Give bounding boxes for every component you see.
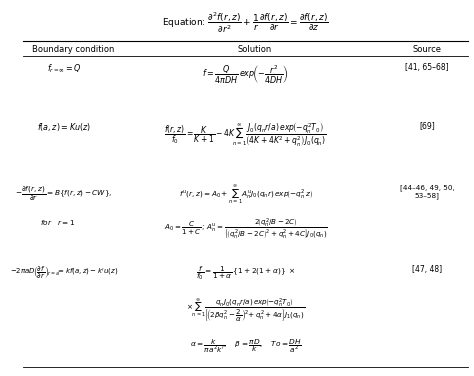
Text: $-\dfrac{\partial f(r,z)}{\partial r} = B\{f(r,z)-CW\},$: $-\dfrac{\partial f(r,z)}{\partial r} = … <box>15 184 113 203</box>
Text: $A_0 = \dfrac{C}{1+C}\,;\,A_n^u = \dfrac{2\!\left(q_n^2/B - 2C\right)}{\left[\le: $A_0 = \dfrac{C}{1+C}\,;\,A_n^u = \dfrac… <box>164 216 328 241</box>
Text: [41, 65–68]: [41, 65–68] <box>405 63 449 72</box>
Text: [44–46, 49, 50,
53–58]: [44–46, 49, 50, 53–58] <box>400 184 455 199</box>
Text: $\mathit{for}\quad r = 1$: $\mathit{for}\quad r = 1$ <box>40 218 75 227</box>
Text: $f^u(r,z) = A_0 + \sum_{n=1}^{\infty}A_n^u J_0(q_n r)\,\mathit{exp}\!\left(-q_n^: $f^u(r,z) = A_0 + \sum_{n=1}^{\infty}A_n… <box>179 184 313 206</box>
Text: Solution: Solution <box>237 45 272 55</box>
Text: Source: Source <box>413 45 442 55</box>
Text: Boundary condition: Boundary condition <box>32 45 114 55</box>
Text: Equation: $\dfrac{\partial^2 f(r,z)}{\partial r^2} + \dfrac{1}{r}\dfrac{\partial: Equation: $\dfrac{\partial^2 f(r,z)}{\pa… <box>162 11 329 35</box>
Text: $\times\sum_{n=1}^{\infty}\dfrac{q_n J_0(q_n r/a)\,\mathit{exp}\!\left(-q_n^2 T_: $\times\sum_{n=1}^{\infty}\dfrac{q_n J_0… <box>186 296 305 324</box>
Text: $f(a,z) = Ku(z)$: $f(a,z) = Ku(z)$ <box>37 121 91 133</box>
Text: $f_{r=\infty} = Q$: $f_{r=\infty} = Q$ <box>47 63 82 76</box>
Text: [47, 48]: [47, 48] <box>412 264 442 273</box>
Text: [69]: [69] <box>419 121 435 130</box>
Text: $\alpha=\dfrac{k}{\pi a^2 k'},\quad \beta=\dfrac{\pi D}{k},\quad To=\dfrac{DH}{a: $\alpha=\dfrac{k}{\pi a^2 k'},\quad \bet… <box>190 337 301 355</box>
Text: $\dfrac{f}{f_0} = \dfrac{1}{1+\alpha}\,\{1+2(1+\alpha)\}\;\times$: $\dfrac{f}{f_0} = \dfrac{1}{1+\alpha}\,\… <box>196 264 295 282</box>
Text: $f = \dfrac{Q}{4\pi DH}\,\mathit{exp}\!\left(-\dfrac{r^2}{4DH}\right)$: $f = \dfrac{Q}{4\pi DH}\,\mathit{exp}\!\… <box>202 63 289 85</box>
Text: $-2\pi a D\!\left(\dfrac{\partial f}{\partial r}\right)_{\!r=a}\!\!= kf(a,z)-k'u: $-2\pi a D\!\left(\dfrac{\partial f}{\pa… <box>10 264 118 280</box>
Text: $\dfrac{f(r,z)}{f_0} = \dfrac{K}{K+1} - 4K\!\sum_{n=1}^{\infty}\dfrac{J_0(q_n r/: $\dfrac{f(r,z)}{f_0} = \dfrac{K}{K+1} - … <box>164 121 327 149</box>
